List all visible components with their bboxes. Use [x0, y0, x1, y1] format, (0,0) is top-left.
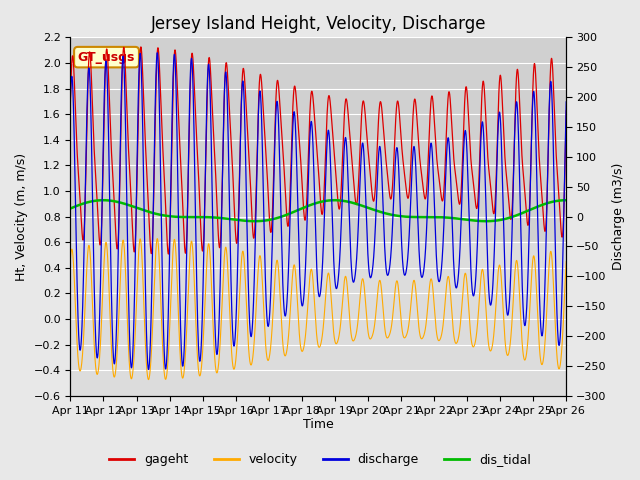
velocity [563, 259, 570, 264]
discharge [145, 367, 152, 372]
velocity [429, 289, 437, 295]
dis_tidal [562, 197, 570, 203]
Line: gageht: gageht [70, 47, 566, 254]
dis_tidal [458, 216, 465, 222]
discharge [563, 99, 570, 105]
dis_tidal [563, 197, 570, 203]
Line: discharge: discharge [70, 53, 566, 370]
discharge [156, 120, 164, 126]
discharge [562, 116, 570, 122]
gageht [429, 101, 437, 107]
gageht [67, 99, 74, 105]
Bar [70, 37, 566, 242]
dis_tidal [562, 197, 570, 203]
Title: Jersey Island Height, Velocity, Discharge: Jersey Island Height, Velocity, Discharg… [150, 15, 486, 33]
Y-axis label: Discharge (m3/s): Discharge (m3/s) [612, 163, 625, 270]
dis_tidal [251, 218, 259, 224]
gageht [156, 68, 163, 73]
discharge [458, 213, 465, 218]
dis_tidal [156, 212, 163, 217]
X-axis label: Time: Time [303, 419, 333, 432]
dis_tidal [67, 205, 74, 211]
velocity [562, 266, 570, 272]
Y-axis label: Ht, Velocity (m, m/s): Ht, Velocity (m, m/s) [15, 153, 28, 281]
dis_tidal [429, 214, 437, 220]
dis_tidal [300, 205, 307, 211]
dis_tidal [402, 214, 410, 219]
gageht [562, 128, 570, 134]
discharge [67, 95, 74, 100]
gageht [300, 206, 307, 212]
gageht [402, 182, 410, 188]
discharge [402, 270, 410, 276]
velocity [458, 311, 465, 316]
discharge [154, 50, 161, 56]
velocity [300, 346, 307, 351]
Text: GT_usgs: GT_usgs [78, 51, 135, 64]
gageht [164, 251, 172, 257]
gageht [563, 108, 570, 114]
Bar [70, 242, 566, 396]
velocity [67, 256, 74, 262]
Line: velocity: velocity [70, 239, 566, 380]
velocity [156, 268, 164, 274]
discharge [429, 168, 437, 174]
gageht [458, 186, 465, 192]
velocity [402, 334, 410, 339]
discharge [300, 297, 307, 302]
velocity [145, 377, 152, 383]
gageht [137, 44, 145, 50]
Line: dis_tidal: dis_tidal [70, 200, 566, 221]
Legend: gageht, velocity, discharge, dis_tidal: gageht, velocity, discharge, dis_tidal [104, 448, 536, 471]
velocity [154, 236, 161, 241]
